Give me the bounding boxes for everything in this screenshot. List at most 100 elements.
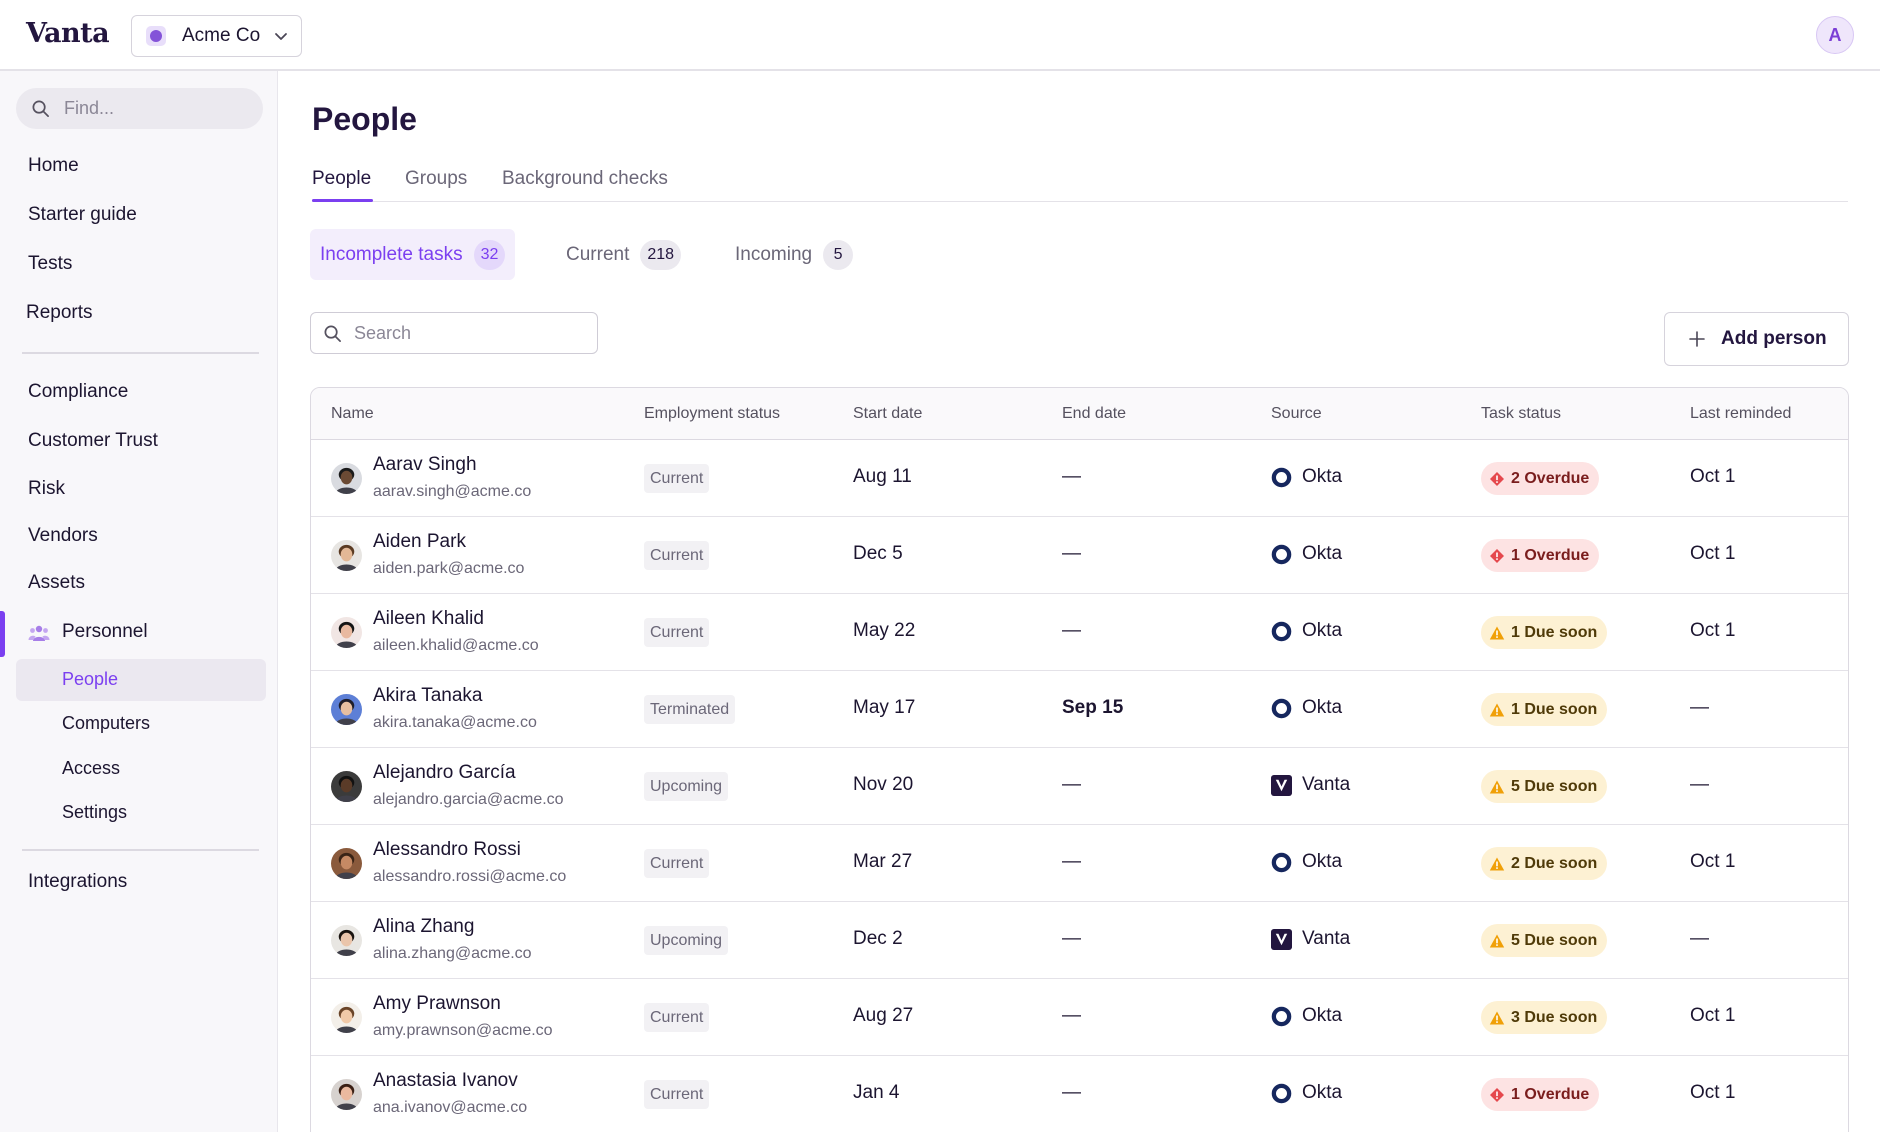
overdue-diamond-icon (1490, 1087, 1504, 1102)
col-name[interactable]: Name (331, 405, 374, 422)
search-input[interactable] (354, 322, 594, 344)
col-end-date[interactable]: End date (1062, 405, 1127, 422)
task-status-label: 1 Due soon (1511, 700, 1598, 718)
col-employment-status[interactable]: Employment status (644, 405, 781, 422)
vanta-logo-icon (1271, 774, 1292, 796)
source-name: Okta (1302, 620, 1343, 641)
task-status-badge[interactable]: 1 Due soon (1481, 616, 1608, 649)
source-cell: Okta (1271, 620, 1342, 642)
task-status-label: 2 Due soon (1511, 854, 1598, 872)
table-row[interactable]: Aarav Singh aarav.singh@acme.co Current Aug… (311, 440, 1848, 517)
table-row[interactable]: Alejandro García alejandro.garcia@acme.co… (311, 748, 1848, 825)
end-date: — (1062, 774, 1081, 795)
table-row[interactable]: Aileen Khalid aileen.khalid@acme.co Curren… (311, 594, 1848, 671)
nav-divider (22, 849, 259, 851)
task-status-badge[interactable]: 2 Due soon (1481, 847, 1608, 880)
source-name: Vanta (1302, 774, 1351, 795)
person-avatar (331, 463, 362, 494)
nav-vendors[interactable]: Vendors (28, 525, 98, 546)
find-input[interactable] (64, 98, 244, 119)
overdue-diamond-icon (1490, 471, 1504, 486)
person-name[interactable]: Akira Tanaka (373, 685, 483, 706)
last-reminded: Oct 1 (1690, 466, 1736, 487)
source-cell: Okta (1271, 466, 1342, 488)
nav-access[interactable]: Access (62, 758, 121, 778)
okta-logo-icon (1271, 1006, 1292, 1026)
page-title: People (312, 101, 417, 137)
source-cell: Okta (1271, 1082, 1342, 1104)
person-name[interactable]: Alejandro García (373, 762, 516, 783)
table-row[interactable]: Anastasia Ivanov ana.ivanov@acme.co Curren… (311, 1056, 1848, 1132)
task-status-badge[interactable]: 3 Due soon (1481, 1001, 1608, 1034)
col-last-reminded[interactable]: Last reminded (1690, 405, 1792, 422)
person-name[interactable]: Alina Zhang (373, 916, 475, 937)
task-status-badge[interactable]: 1 Overdue (1481, 1078, 1600, 1111)
nav-customer-trust[interactable]: Customer Trust (28, 430, 158, 451)
person-name[interactable]: Amy Prawnson (373, 993, 501, 1014)
nav-settings[interactable]: Settings (62, 802, 128, 822)
people-search[interactable] (310, 312, 598, 354)
add-person-button[interactable]: Add person (1664, 312, 1849, 366)
vanta-logo-icon (1271, 928, 1292, 950)
person-email: aarav.singh@acme.co (373, 483, 532, 500)
segment-count: 218 (640, 239, 682, 270)
task-status-badge[interactable]: 1 Due soon (1481, 693, 1608, 726)
tab-groups[interactable]: Groups (405, 168, 468, 189)
start-date: Jan 4 (853, 1082, 900, 1103)
col-start-date[interactable]: Start date (853, 405, 923, 422)
start-date: Aug 11 (853, 466, 912, 487)
nav-integrations[interactable]: Integrations (28, 871, 128, 892)
segment-label: Current (566, 243, 630, 265)
segment-current[interactable]: Current 218 (556, 229, 691, 280)
segment-incoming[interactable]: Incoming 5 (725, 229, 863, 280)
start-date: Mar 27 (853, 851, 913, 872)
source-name: Vanta (1302, 928, 1351, 949)
task-status-badge[interactable]: 5 Due soon (1481, 770, 1608, 803)
nav-reports[interactable]: Reports (26, 302, 93, 323)
nav-compliance[interactable]: Compliance (28, 381, 129, 402)
table-row[interactable]: Aiden Park aiden.park@acme.co Current Dec 5… (311, 517, 1848, 594)
person-name[interactable]: Anastasia Ivanov (373, 1070, 518, 1091)
nav-personnel[interactable]: Personnel (62, 621, 148, 642)
people-table: Name Employment status Start date End da… (310, 387, 1849, 1132)
org-switcher[interactable]: Acme Co (131, 15, 302, 57)
source-name: Okta (1302, 466, 1343, 487)
person-name[interactable]: Aarav Singh (373, 454, 477, 475)
nav-computers[interactable]: Computers (62, 713, 151, 733)
segment-incomplete-tasks[interactable]: Incomplete tasks 32 (310, 229, 516, 280)
person-name[interactable]: Aileen Khalid (373, 608, 484, 629)
table-row[interactable]: Alina Zhang alina.zhang@acme.co Upcoming De… (311, 902, 1848, 979)
table-row[interactable]: Amy Prawnson amy.prawnson@acme.co Current A… (311, 979, 1848, 1056)
task-status-badge[interactable]: 1 Overdue (1481, 539, 1600, 572)
end-date: — (1062, 1005, 1081, 1026)
table-row[interactable]: Akira Tanaka akira.tanaka@acme.co Terminat… (311, 671, 1848, 748)
tab-people[interactable]: People (312, 168, 372, 189)
nav-starter-guide[interactable]: Starter guide (28, 204, 137, 225)
vanta-logo[interactable]: Vanta (26, 18, 110, 49)
col-source[interactable]: Source (1271, 405, 1322, 422)
task-status-badge[interactable]: 5 Due soon (1481, 924, 1608, 957)
nav-tests[interactable]: Tests (28, 253, 73, 274)
nav-people[interactable]: People (62, 669, 119, 689)
nav-home[interactable]: Home (28, 155, 79, 176)
last-reminded: Oct 1 (1690, 1082, 1736, 1103)
tab-background-checks[interactable]: Background checks (502, 168, 668, 189)
person-avatar (331, 1079, 362, 1110)
nav-risk[interactable]: Risk (28, 478, 65, 499)
top-bar: Vanta Acme Co A (0, 0, 1880, 71)
person-email: alessandro.rossi@acme.co (373, 868, 567, 885)
person-email: aiden.park@acme.co (373, 560, 525, 577)
col-task-status[interactable]: Task status (1481, 405, 1562, 422)
employment-status-badge: Current (644, 618, 710, 647)
page-tabs: People Groups Background checks (312, 168, 1848, 202)
nav-assets[interactable]: Assets (28, 572, 86, 593)
user-avatar[interactable]: A (1816, 16, 1854, 54)
person-avatar (331, 848, 362, 879)
task-status-badge[interactable]: 2 Overdue (1481, 462, 1600, 495)
person-name[interactable]: Aiden Park (373, 531, 466, 552)
source-cell: Okta (1271, 543, 1342, 565)
find-search[interactable] (16, 88, 263, 129)
table-row[interactable]: Alessandro Rossi alessandro.rossi@acme.co… (311, 825, 1848, 902)
person-name[interactable]: Alessandro Rossi (373, 839, 521, 860)
start-date: Nov 20 (853, 774, 914, 795)
